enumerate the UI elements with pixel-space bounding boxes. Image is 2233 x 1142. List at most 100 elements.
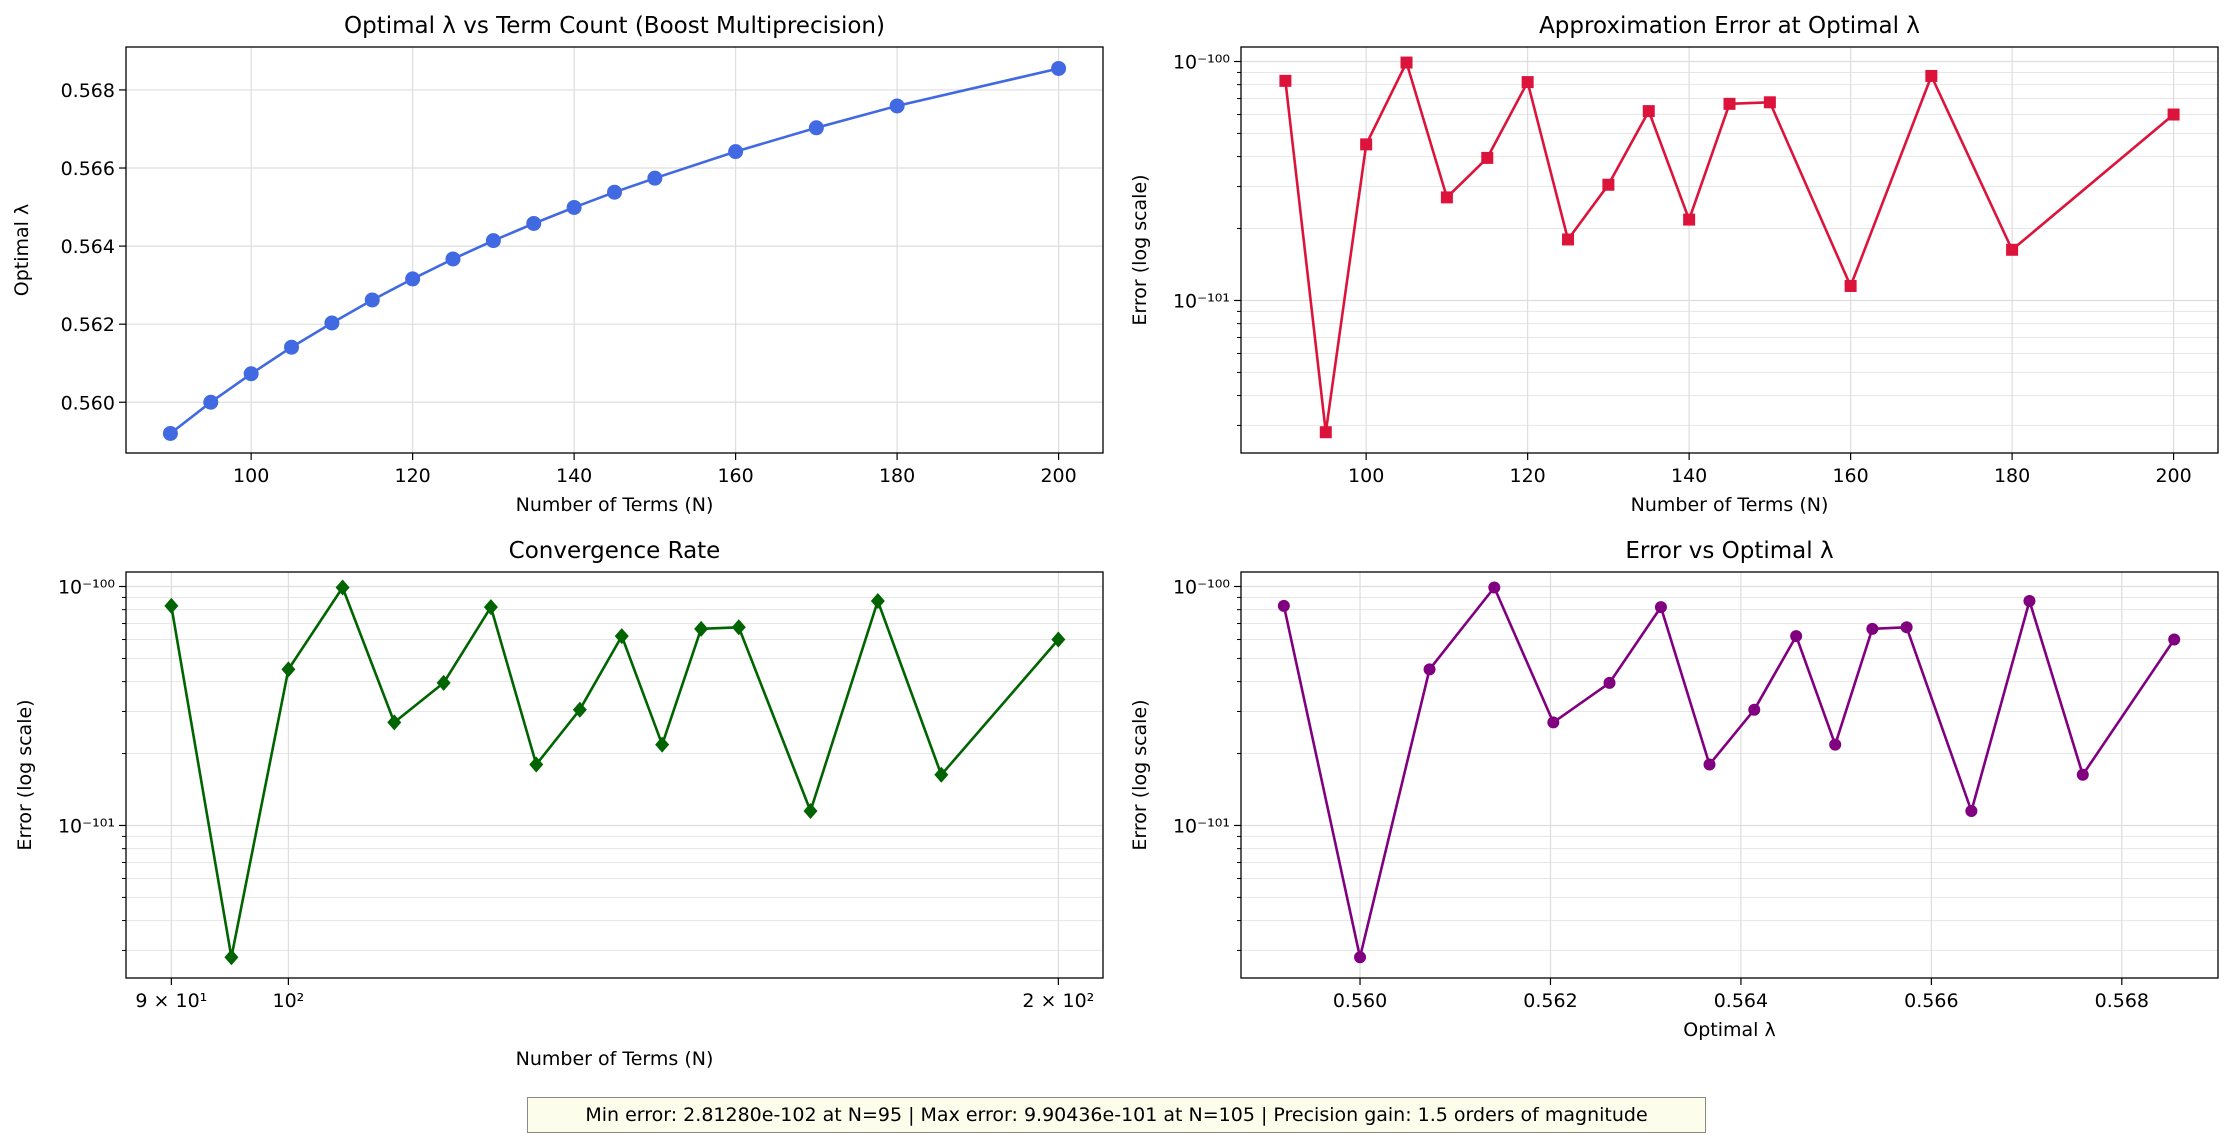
- series-line: [1284, 61, 2175, 434]
- data-point: [284, 339, 300, 355]
- data-point: [1866, 622, 1879, 635]
- data-point: [731, 619, 746, 636]
- data-point: [1602, 178, 1615, 191]
- data-point: [1925, 69, 1938, 82]
- y-axis-label: Error (log scale): [14, 699, 36, 850]
- x-tick-label: 0.564: [1714, 990, 1768, 1012]
- data-point: [572, 701, 587, 718]
- data-point: [803, 802, 818, 819]
- chart-title: Error vs Optimal λ: [1625, 538, 1833, 564]
- y-tick-label: 10⁻¹⁰⁰: [1173, 52, 1230, 74]
- data-point: [2023, 594, 2036, 607]
- axes-frame: [125, 46, 1104, 454]
- summary-text: Min error: 2.81280e-102 at N=95 | Max er…: [585, 1104, 1648, 1126]
- summary-annotation: Min error: 2.81280e-102 at N=95 | Max er…: [527, 1097, 1706, 1133]
- data-point: [164, 597, 179, 614]
- axes-frame: [125, 571, 1104, 979]
- data-point: [485, 233, 501, 249]
- x-tick-label: 180: [879, 465, 915, 487]
- y-tick-label: 0.568: [61, 80, 115, 102]
- x-tick-label: 140: [1671, 465, 1707, 487]
- data-point: [1051, 631, 1066, 648]
- data-point: [483, 599, 498, 616]
- y-tick-label: 0.562: [61, 314, 115, 336]
- chart-panel-2: 100 120 140 160 180 200 10⁻¹⁰¹ 10⁻¹⁰⁰ Approximat…: [1129, 13, 2219, 516]
- y-tick-label: 10⁻¹⁰⁰: [58, 577, 115, 599]
- data-point: [870, 592, 885, 609]
- x-tick-label: 2 × 10²: [1022, 990, 1094, 1012]
- data-point: [2076, 768, 2089, 781]
- data-point: [1319, 426, 1332, 439]
- data-point: [694, 620, 709, 637]
- data-point: [1748, 703, 1761, 716]
- data-point: [436, 674, 451, 691]
- x-axis-label: Optimal λ: [1683, 1019, 1775, 1041]
- data-point: [203, 394, 219, 410]
- data-point: [1360, 138, 1373, 151]
- data-point: [529, 756, 544, 773]
- x-tick-label: 200: [2155, 465, 2191, 487]
- x-tick-label: 120: [1510, 465, 1546, 487]
- data-point: [934, 766, 949, 783]
- y-axis-label: Error (log scale): [1129, 699, 1151, 850]
- data-point: [2006, 243, 2019, 256]
- data-point: [1279, 74, 1292, 87]
- data-point: [1900, 621, 1913, 634]
- data-point: [1277, 599, 1290, 612]
- x-axis-label: Number of Terms (N): [1631, 494, 1829, 516]
- x-tick-label: 0.562: [1523, 990, 1577, 1012]
- data-point: [1790, 630, 1803, 643]
- y-axis-label: Optimal λ: [11, 204, 33, 296]
- x-tick-label: 120: [395, 465, 431, 487]
- data-point: [1440, 191, 1453, 204]
- data-point: [1965, 804, 1978, 817]
- x-tick-label: 180: [1994, 465, 2030, 487]
- chart-title: Approximation Error at Optimal λ: [1539, 13, 1920, 39]
- data-point: [566, 199, 582, 215]
- x-axis-label: Number of Terms (N): [516, 1048, 714, 1070]
- data-point: [614, 628, 629, 645]
- x-tick-label: 9 × 10¹: [135, 990, 207, 1012]
- data-point: [1723, 97, 1736, 110]
- y-tick-label: 10⁻¹⁰¹: [1173, 815, 1230, 837]
- y-tick-label: 0.566: [61, 158, 115, 180]
- data-point: [1844, 279, 1857, 292]
- axes-frame: [1240, 46, 2219, 454]
- data-point: [405, 271, 421, 287]
- data-point: [1547, 716, 1560, 729]
- data-point: [655, 736, 670, 753]
- data-point: [607, 184, 622, 200]
- series-line: [1282, 586, 2176, 959]
- data-point: [1683, 213, 1696, 226]
- chart-title: Optimal λ vs Term Count (Boost Multiprec…: [344, 13, 885, 39]
- x-tick-label: 140: [556, 465, 592, 487]
- data-point: [1354, 951, 1367, 964]
- data-point: [1642, 105, 1655, 118]
- data-point: [243, 366, 259, 382]
- data-point: [1400, 56, 1413, 69]
- data-point: [1763, 96, 1776, 109]
- data-point: [1654, 601, 1667, 614]
- chart-title: Convergence Rate: [509, 538, 721, 564]
- data-point: [808, 120, 824, 136]
- x-tick-label: 200: [1040, 465, 1076, 487]
- data-point: [1423, 663, 1436, 676]
- data-point: [162, 425, 178, 441]
- data-point: [335, 579, 350, 596]
- data-point: [2168, 633, 2181, 646]
- y-axis-label: Error (log scale): [1129, 174, 1151, 325]
- chart-panel-3: 9 × 10¹ 10² 2 × 10² 10⁻¹⁰¹ 10⁻¹⁰⁰ Convergence…: [14, 538, 1104, 1070]
- y-tick-label: 10⁻¹⁰¹: [58, 815, 115, 837]
- series-line: [170, 586, 1060, 959]
- data-point: [387, 714, 402, 731]
- data-point: [281, 661, 296, 678]
- x-axis-label: Number of Terms (N): [516, 494, 714, 516]
- data-point: [647, 170, 663, 186]
- x-tick-label: 100: [1348, 465, 1384, 487]
- data-point: [1481, 151, 1494, 164]
- data-point: [1521, 76, 1534, 89]
- x-tick-label: 0.566: [1904, 990, 1958, 1012]
- y-tick-label: 0.564: [61, 236, 115, 258]
- x-tick-label: 0.560: [1333, 990, 1387, 1012]
